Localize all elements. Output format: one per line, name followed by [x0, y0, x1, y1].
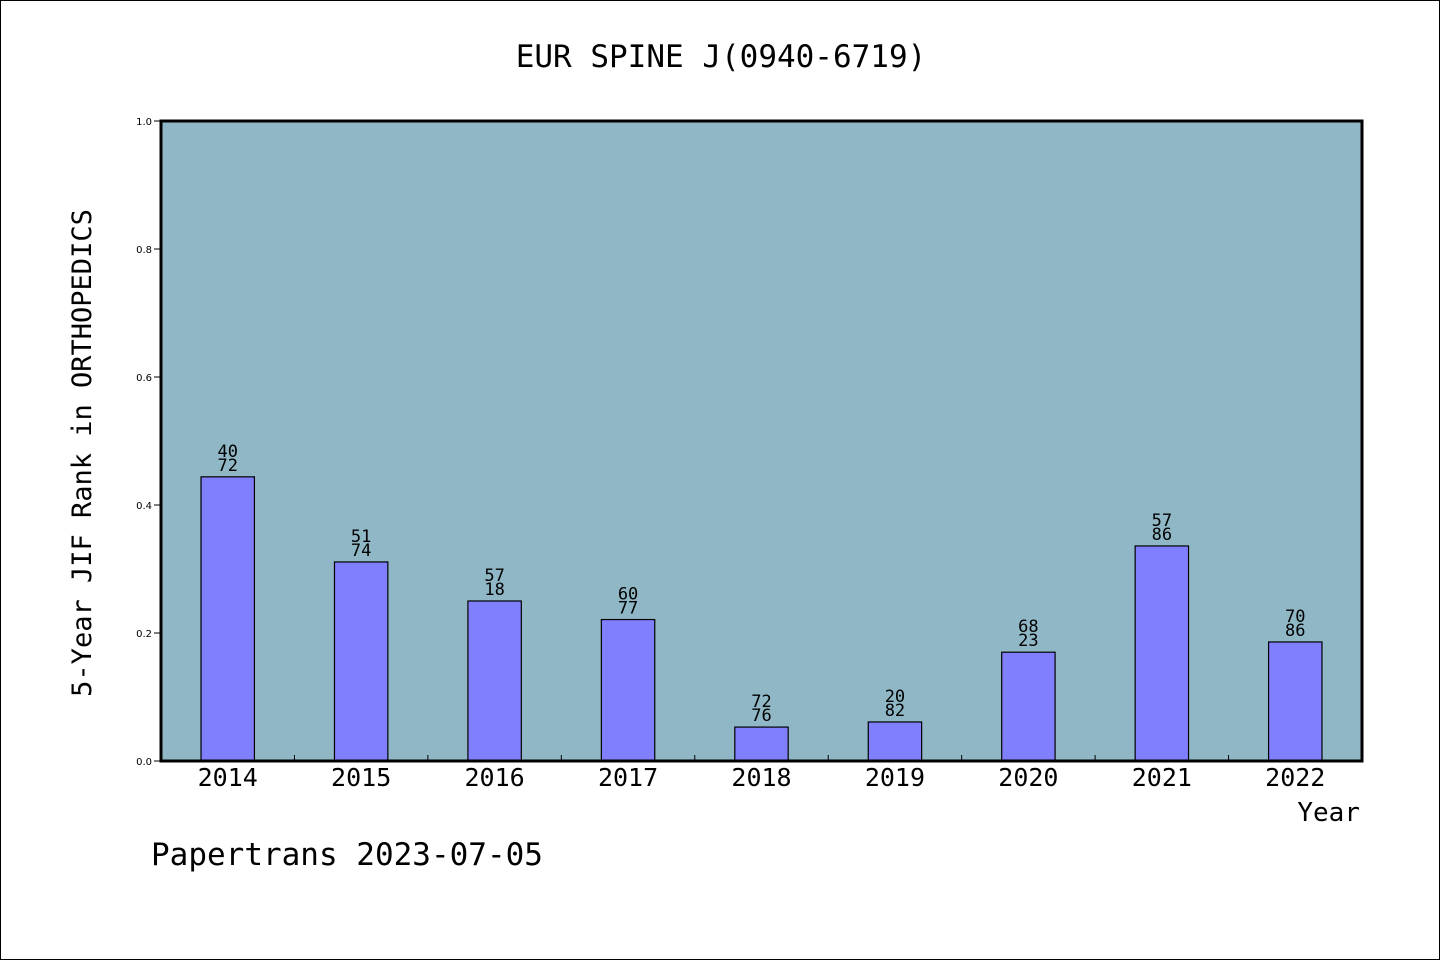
bar-2019 [867, 721, 923, 762]
bar-2020 [1001, 651, 1056, 762]
y-tick-label: 0.8 [136, 245, 152, 256]
bar-2022 [1267, 641, 1323, 762]
x-tick-label-2022: 2022 [1265, 763, 1325, 792]
y-tick-label: 0.2 [136, 629, 152, 640]
bar-2018 [734, 726, 789, 762]
y-tick-label: 0.0 [136, 757, 152, 768]
data-label-bottom-2020: 23 [1018, 631, 1038, 651]
bar-2014 [200, 476, 256, 762]
x-tick-label-2018: 2018 [731, 763, 791, 792]
x-tick-label-2014: 2014 [198, 763, 258, 792]
data-label-top-2021: 57 [1152, 511, 1172, 531]
data-label-bottom-2015: 74 [351, 541, 371, 561]
data-label-top-2014: 40 [217, 442, 237, 462]
data-label-top-2017: 60 [618, 585, 638, 605]
y-tick-label: 0.6 [136, 373, 152, 384]
data-label-bottom-2016: 18 [484, 580, 504, 600]
data-label-bottom-2017: 77 [618, 599, 638, 619]
data-label-bottom-2019: 82 [885, 701, 905, 721]
bar-2016 [467, 600, 522, 762]
y-tick-label: 1.0 [136, 117, 152, 128]
y-axis-label: 5-Year JIF Rank in ORTHOPEDICS [67, 209, 98, 697]
bar-2021 [1134, 545, 1190, 762]
data-label-bottom-2022: 86 [1285, 621, 1305, 641]
x-axis: 2014 2015 2016 2017 2018 2019 2020 2021 2022 [198, 755, 1325, 792]
y-axis: 0.0 0.2 0.4 0.6 0.8 1.0 [136, 117, 161, 768]
data-label-top-2020: 68 [1018, 617, 1038, 637]
data-label-top-2019: 20 [885, 687, 905, 707]
bar-2017 [600, 618, 656, 762]
plot-border [159, 119, 1364, 763]
data-label-top-2016: 57 [484, 566, 504, 586]
x-tick-label-2019: 2019 [865, 763, 925, 792]
x-axis-label: Year [1297, 798, 1360, 828]
x-tick-label-2017: 2017 [598, 763, 658, 792]
data-label-bottom-2018: 76 [751, 706, 771, 726]
data-label-top-2018: 72 [751, 692, 771, 712]
x-tick-label-2020: 2020 [998, 763, 1058, 792]
data-label-top-2015: 51 [351, 527, 371, 547]
x-tick-label-2016: 2016 [465, 763, 525, 792]
data-label-bottom-2014: 72 [217, 456, 237, 476]
chart-title: EUR SPINE J(0940-6719) [516, 39, 927, 75]
credit-text: Papertrans 2023-07-05 [151, 837, 543, 873]
data-label-top-2022: 70 [1285, 607, 1305, 627]
x-tick-label-2015: 2015 [331, 763, 391, 792]
data-label-bottom-2021: 86 [1152, 525, 1172, 545]
y-tick-label: 0.4 [136, 501, 152, 512]
bar-2015 [333, 561, 389, 762]
bars-group [200, 476, 1323, 762]
x-tick-label-2021: 2021 [1132, 763, 1192, 792]
